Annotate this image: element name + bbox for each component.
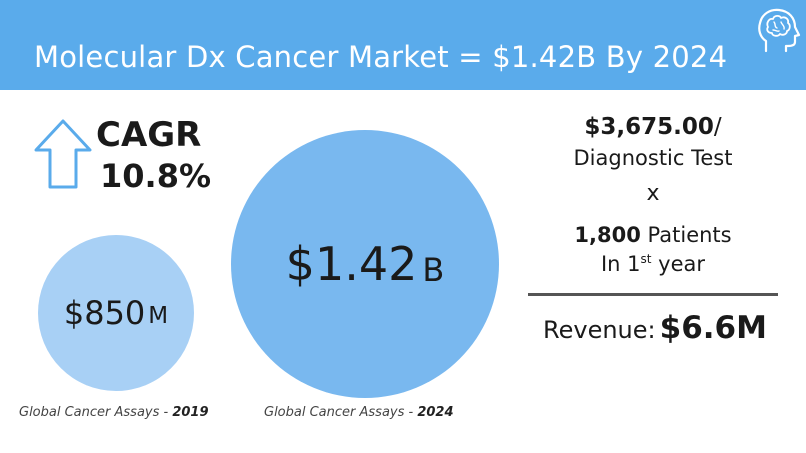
- brain-head-icon: [758, 8, 801, 53]
- divider-line: [528, 293, 778, 296]
- price-slash: /: [713, 114, 722, 140]
- patients-line: 1,800 Patients: [528, 223, 778, 247]
- header-banner: Molecular Dx Cancer Market = $1.42B By 2…: [0, 0, 806, 90]
- market-2019-circle: $850 M: [38, 235, 194, 391]
- year-suffix: year: [658, 252, 706, 276]
- cagr-label: CAGR: [96, 115, 202, 155]
- market-2024-unit: B: [422, 251, 445, 289]
- first-year-line: In 1st year: [528, 252, 778, 276]
- page-title: Molecular Dx Cancer Market = $1.42B By 2…: [34, 40, 728, 74]
- caption-2024-text: Global Cancer Assays -: [264, 405, 418, 420]
- multiply-operator: x: [646, 181, 660, 206]
- price-value: $3,675.00: [584, 114, 714, 140]
- caption-2019-text: Global Cancer Assays -: [19, 405, 173, 420]
- price-description: Diagnostic Test: [573, 146, 733, 170]
- price-per-test: $3,675.00/: [528, 114, 778, 140]
- patients-label: Patients: [647, 223, 732, 247]
- market-2019-value: $850: [63, 294, 146, 332]
- caption-2019-year: 2019: [172, 405, 209, 420]
- market-2024-value: $1.42: [285, 237, 418, 291]
- cagr-value: 10.8%: [100, 157, 212, 195]
- market-2024-circle: $1.42 B: [231, 130, 499, 398]
- caption-2024: Global Cancer Assays - 2024: [264, 405, 454, 420]
- patients-count: 1,800: [574, 223, 641, 247]
- revenue-label: Revenue:: [543, 316, 656, 344]
- up-arrow-icon: [34, 119, 92, 189]
- revenue-line: Revenue: $6.6M: [530, 310, 780, 346]
- revenue-value: $6.6M: [659, 310, 767, 346]
- year-prefix: In 1: [600, 252, 641, 276]
- caption-2024-year: 2024: [417, 405, 454, 420]
- market-2019-unit: M: [148, 303, 169, 329]
- year-ordinal: st: [640, 252, 652, 266]
- caption-2019: Global Cancer Assays - 2019: [19, 405, 209, 420]
